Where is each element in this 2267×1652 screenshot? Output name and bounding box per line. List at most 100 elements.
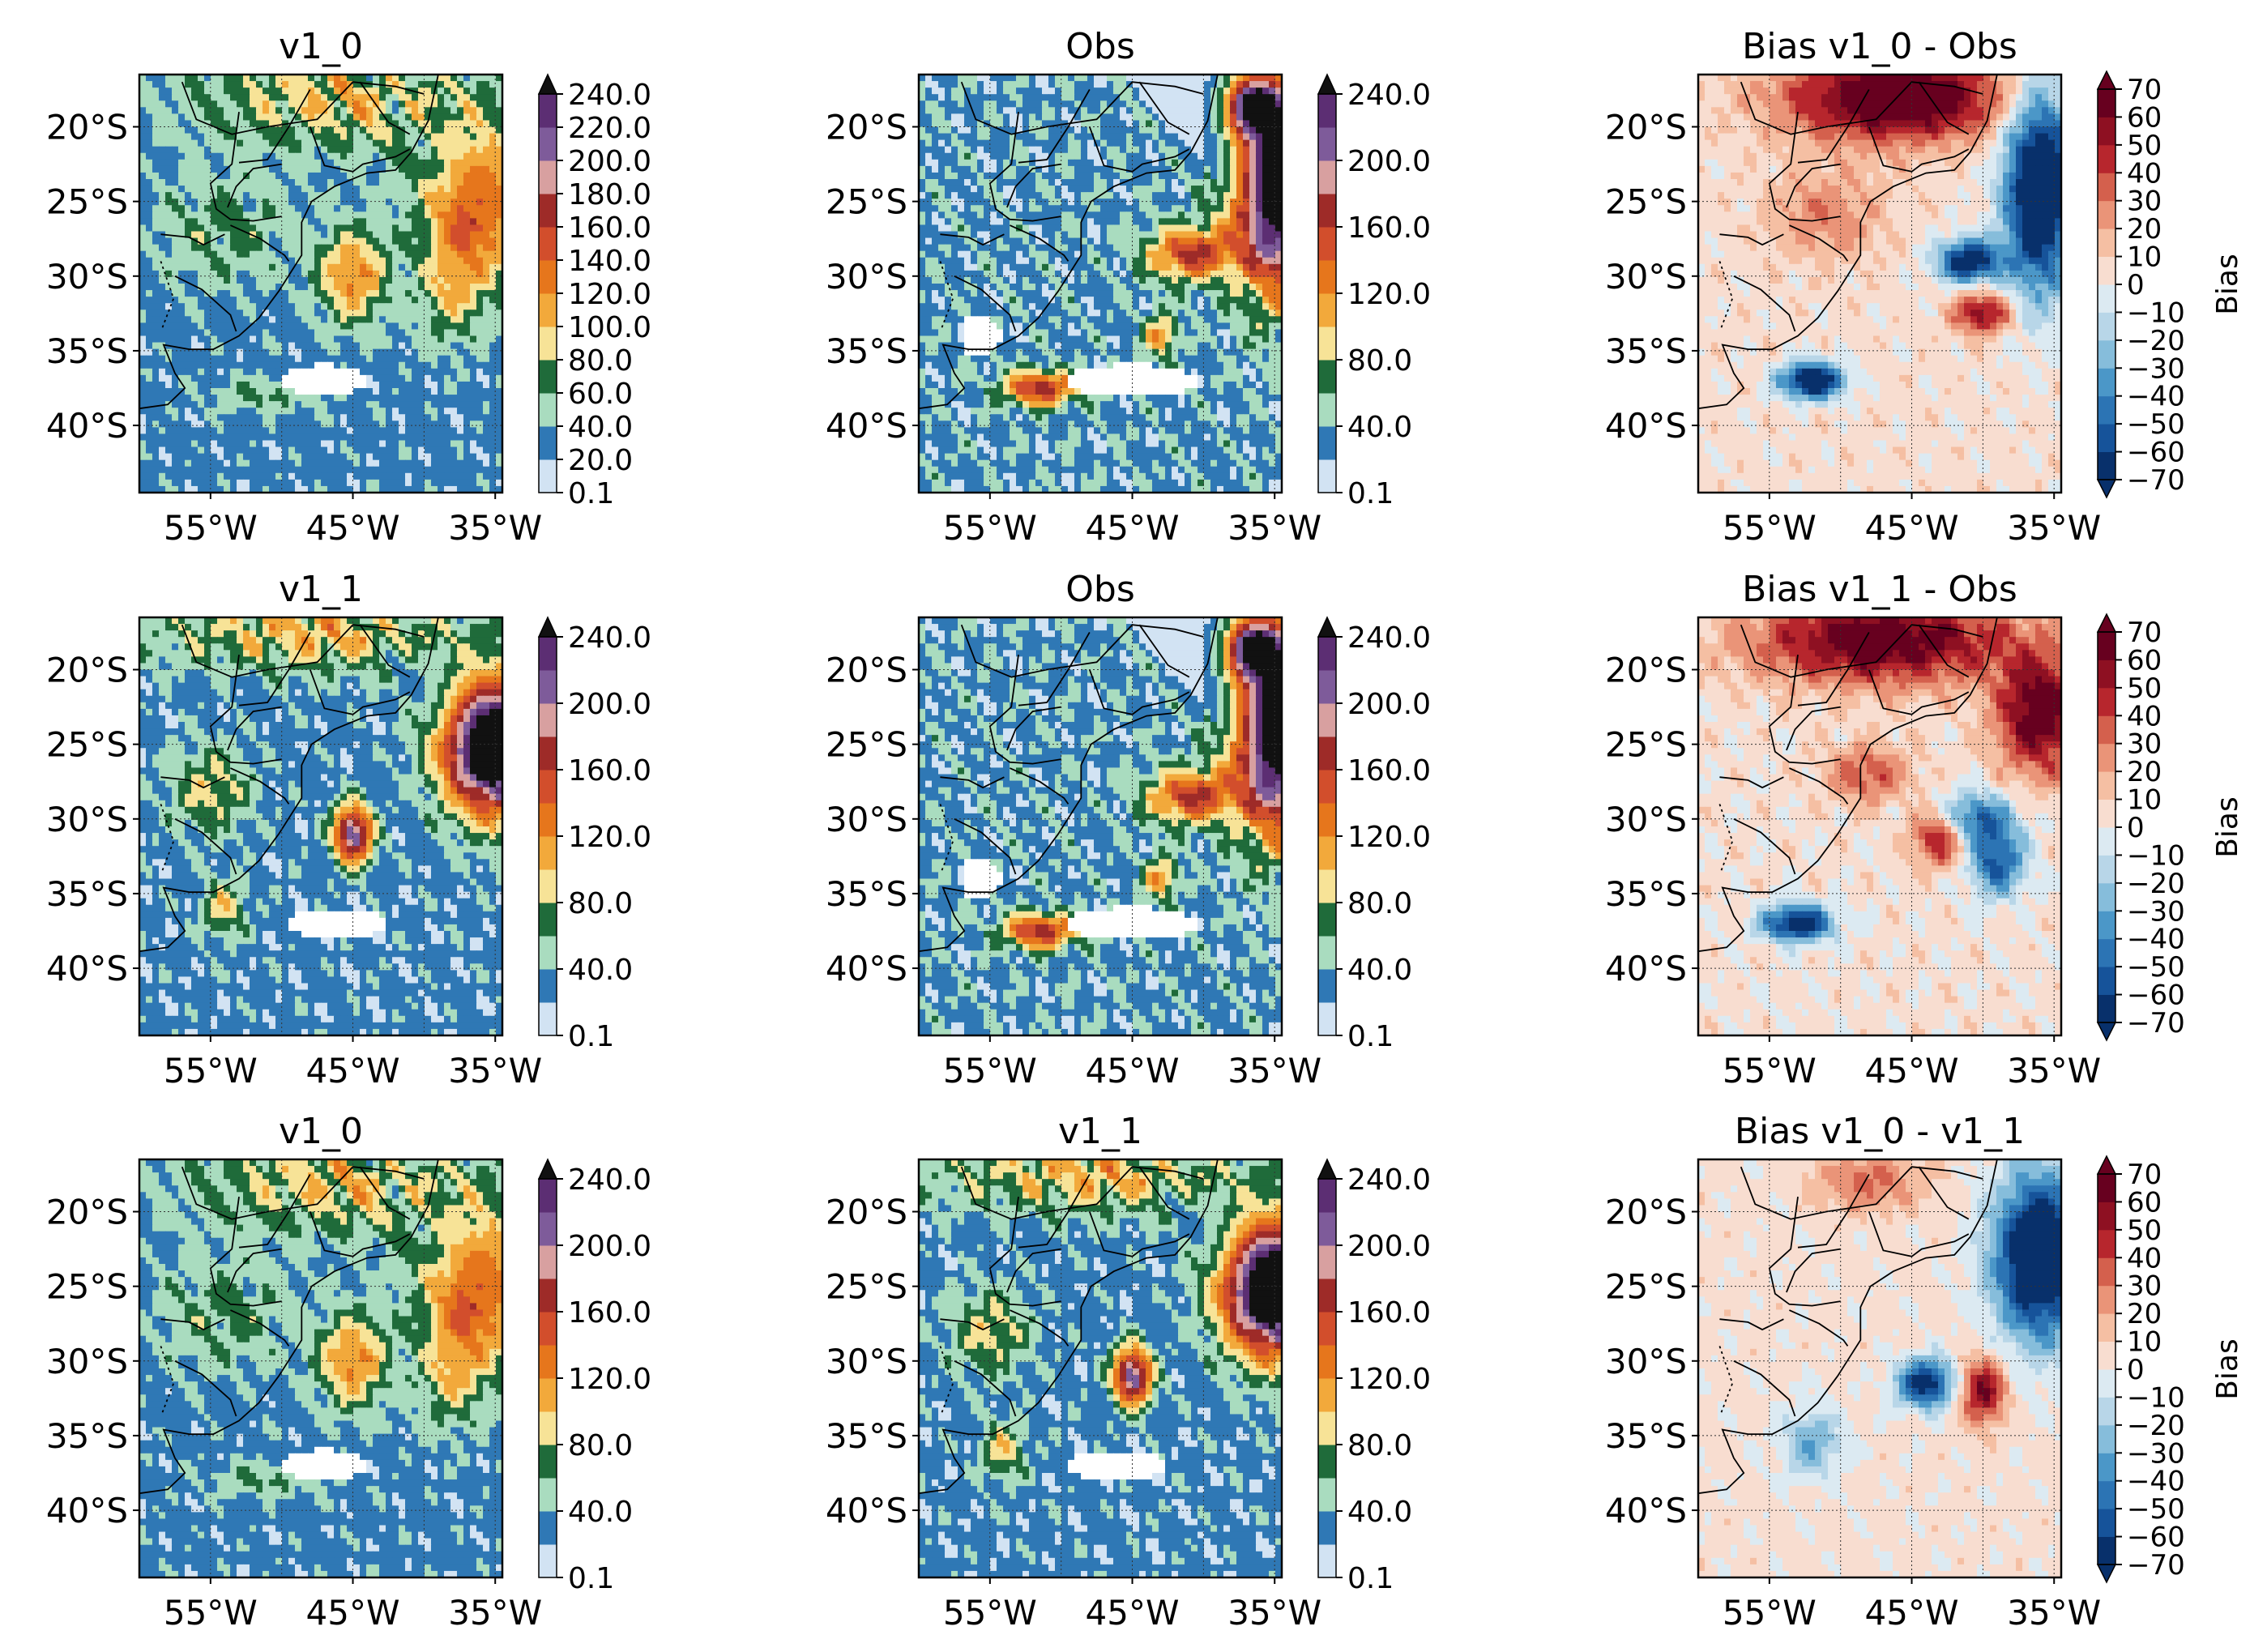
- colorbar-tick-label: 200.0: [568, 1230, 651, 1263]
- state-border: [359, 81, 411, 135]
- river-border: [160, 261, 175, 329]
- lat-tick-label: 40°S: [46, 1491, 128, 1530]
- state-border: [1797, 631, 1870, 706]
- colorbar-tick-label: 40.0: [568, 411, 633, 444]
- colorbar-bin: [2098, 632, 2115, 660]
- colorbar-tick-label: 40.0: [1347, 954, 1412, 987]
- colorbar-tick-label: 200.0: [568, 145, 651, 178]
- lat-tick-label: 40°S: [826, 406, 907, 446]
- colorbar-tick-label: −40: [2127, 924, 2185, 956]
- colorbar-tick-label: 40.0: [568, 954, 633, 987]
- panel-r0c0: v1_020°S25°S30°S35°S40°S55°W 45°W 35°W0.12…: [46, 26, 651, 548]
- colorbar-tick-label: 0.1: [1347, 1020, 1394, 1053]
- colorbar-tick-label: −50: [2127, 408, 2185, 441]
- colorbar-bin: [539, 736, 557, 771]
- colorbar-tick-label: −20: [2127, 868, 2185, 900]
- colorbar-tick-label: 10: [2127, 1326, 2162, 1359]
- colorbar-extend-max: [2096, 70, 2117, 90]
- state-border: [954, 817, 1017, 875]
- state-border: [940, 1318, 1005, 1331]
- map-frame: [917, 616, 1283, 1037]
- borders-r1c2: [1698, 617, 1998, 953]
- colorbar-tick-label: 40: [2127, 157, 2162, 190]
- colorbar-bin: [539, 1511, 557, 1545]
- state-border: [160, 233, 225, 246]
- colorbar-bin: [539, 1544, 557, 1578]
- lat-tick-label: 30°S: [46, 1342, 128, 1381]
- coastline: [919, 617, 1219, 953]
- borders-r0c2: [1698, 75, 1998, 410]
- lon-tick-label: 35°W: [2007, 508, 2101, 548]
- colorbar-tick-label: 60: [2127, 644, 2162, 677]
- colorbar-extend-max: [2096, 1155, 2117, 1175]
- colorbar-bin: [539, 1345, 557, 1379]
- lon-tick-label: 55°W: [164, 508, 258, 548]
- colorbar-bin: [539, 227, 557, 261]
- state-border: [1010, 224, 1069, 262]
- colorbar-bin: [2098, 228, 2115, 257]
- river-border: [1718, 804, 1734, 872]
- colorbar-bin: [539, 1278, 557, 1313]
- colorbar-bin: [1318, 803, 1336, 837]
- state-border: [960, 624, 1204, 678]
- lat-tick-label: 25°S: [826, 182, 907, 222]
- lat-tick-label: 35°S: [1605, 1416, 1687, 1456]
- state-border: [988, 654, 1061, 765]
- colorbar-tick-label: 200.0: [1347, 688, 1431, 721]
- colorbar-tick-label: 120.0: [568, 278, 651, 311]
- state-border: [238, 1173, 311, 1249]
- colorbar-bin: [1318, 1411, 1336, 1445]
- lat-tick-label: 35°S: [1605, 874, 1687, 914]
- colorbar-tick-label: 0: [2127, 1354, 2145, 1386]
- field-r2c1: [919, 1159, 1282, 1577]
- colorbar-tick-label: 160.0: [1347, 1296, 1431, 1330]
- colorbar-tick-label: 60.0: [568, 378, 633, 411]
- state-border: [174, 275, 237, 332]
- lat-tick-label: 35°S: [46, 1416, 128, 1456]
- river-border: [939, 1346, 954, 1414]
- colorbar-bin: [539, 670, 557, 704]
- colorbar-bin: [1318, 770, 1336, 804]
- panel-r1c2: Bias v1_1 - Obs 20°S 25°S 30°S 35°S 40°S 55°W 4…: [1605, 569, 2244, 1091]
- colorbar-tick-label: −60: [2127, 980, 2185, 1012]
- lon-tick-label: 55°W: [943, 508, 1037, 548]
- state-border: [181, 1166, 425, 1220]
- colorbar-tick-label: 0.1: [568, 1020, 614, 1053]
- colorbar-tick-label: 240.0: [1347, 621, 1431, 655]
- colorbar-bin: [2098, 451, 2115, 480]
- gridlines-r0c2: [1698, 75, 2061, 493]
- colorbar-bin: [539, 94, 557, 128]
- colorbar-bin: [539, 360, 557, 394]
- coastline: [139, 1159, 439, 1495]
- colorbar-tick-label: 40.0: [568, 1496, 633, 1529]
- state-border: [1733, 1360, 1796, 1417]
- lon-tick-label: 35°W: [1227, 508, 1321, 548]
- colorbar-tick-label: −30: [2127, 1437, 2185, 1470]
- river-border: [939, 804, 954, 872]
- state-border: [359, 624, 411, 678]
- colorbar-bin: [539, 770, 557, 804]
- colorbar-bin: [1318, 393, 1336, 427]
- colorbar-bin: [2098, 687, 2115, 716]
- state-border: [309, 669, 411, 715]
- colorbar-bin: [1318, 1345, 1336, 1379]
- colorbar-bin: [2098, 1424, 2115, 1454]
- colorbar-bin: [539, 1245, 557, 1279]
- colorbar-bin: [539, 869, 557, 903]
- lon-tick-label: 45°W: [1865, 1593, 1959, 1633]
- colorbar-tick-label: 160.0: [1347, 211, 1431, 245]
- colorbar-bin: [1318, 1312, 1336, 1346]
- gridlines-r2c1: [919, 1159, 1282, 1577]
- colorbar-tick-label: 120.0: [1347, 821, 1431, 854]
- state-border: [160, 776, 225, 789]
- state-border: [1789, 224, 1849, 262]
- colorbar-tick-label: 160.0: [568, 754, 651, 788]
- colorbar-tick-label: 80.0: [1347, 1429, 1412, 1462]
- colorbar-extend-max: [2096, 613, 2117, 633]
- state-border: [227, 163, 282, 208]
- colorbar-bin: [1318, 1278, 1336, 1313]
- colorbar-tick-label: −70: [2127, 1007, 2185, 1039]
- colorbar-bin: [2098, 117, 2115, 146]
- borders-r1c1: [919, 617, 1219, 953]
